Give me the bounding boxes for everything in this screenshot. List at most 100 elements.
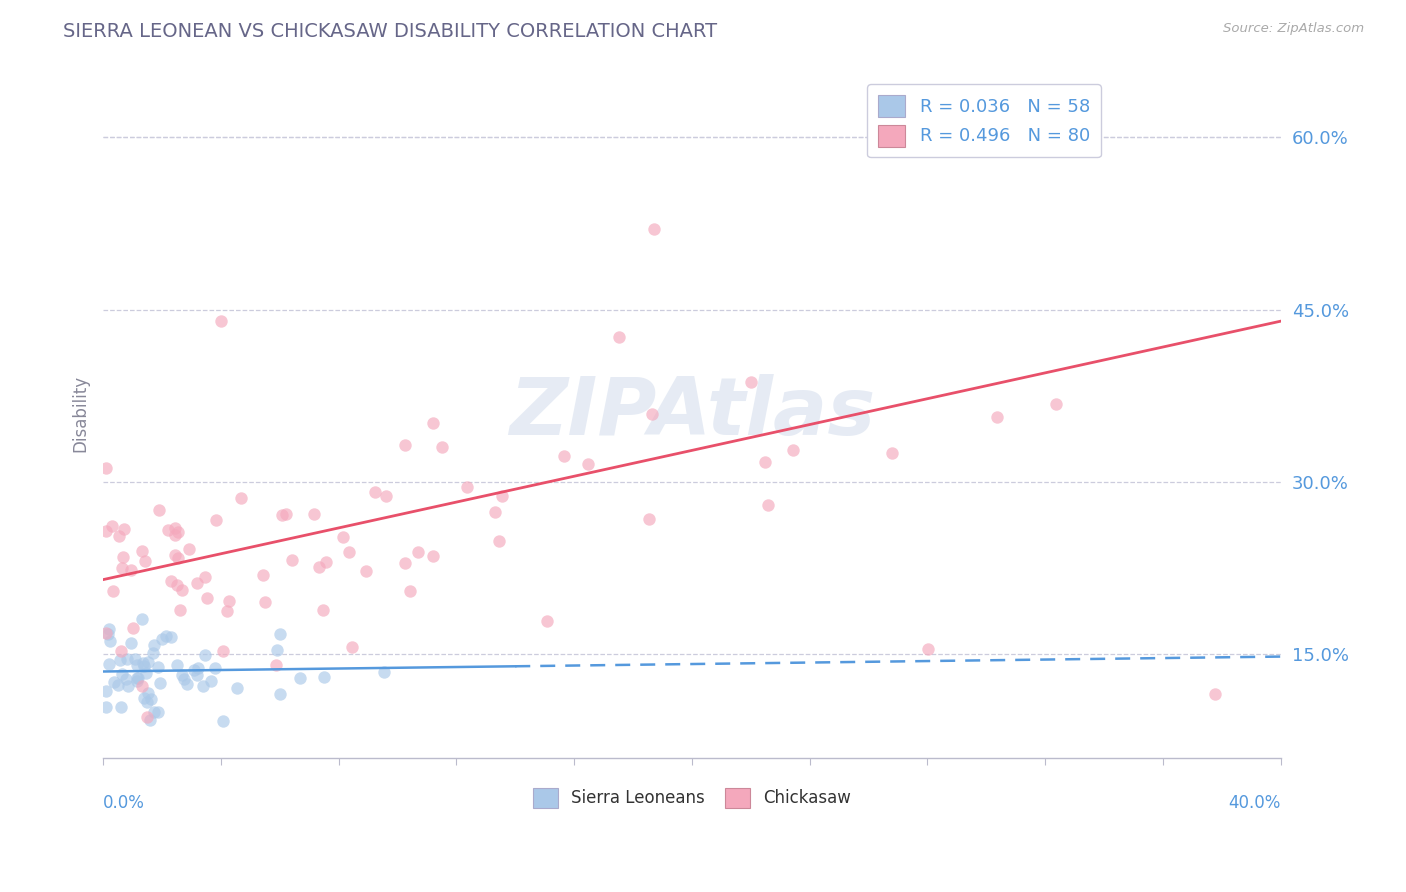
Point [117, 679, 139, 693]
Legend: Sierra Leoneans, Chickasaw: Sierra Leoneans, Chickasaw [526, 781, 858, 814]
Point [112, 549, 135, 564]
Point [312, 670, 335, 684]
Point [120, 636, 142, 650]
Point [191, 679, 214, 693]
Point [138, 685, 160, 699]
Point [135, 709, 157, 723]
Point [127, 672, 149, 686]
Point [169, 603, 191, 617]
Point [167, 524, 190, 539]
Point [170, 583, 193, 598]
Point [101, 583, 124, 598]
Point [432, 440, 454, 454]
Point [149, 676, 172, 690]
Point [146, 705, 169, 719]
Point [252, 568, 274, 582]
Point [1045, 397, 1067, 411]
Point [150, 632, 173, 646]
Text: SIERRA LEONEAN VS CHICKASAW DISABILITY CORRELATION CHART: SIERRA LEONEAN VS CHICKASAW DISABILITY C… [63, 22, 717, 41]
Point [782, 443, 804, 458]
Point [177, 542, 200, 557]
Point [194, 570, 217, 584]
Point [94, 626, 117, 640]
Point [226, 681, 249, 695]
Point [186, 575, 208, 590]
Point [186, 668, 208, 682]
Point [115, 652, 138, 666]
Point [131, 657, 153, 671]
Point [194, 648, 217, 663]
Point [143, 638, 166, 652]
Y-axis label: Disability: Disability [72, 375, 89, 451]
Point [107, 678, 129, 692]
Point [120, 563, 142, 577]
Point [108, 529, 131, 543]
Point [127, 658, 149, 673]
Point [98, 622, 121, 636]
Point [135, 666, 157, 681]
Point [122, 621, 145, 635]
Point [215, 604, 238, 618]
Text: Source: ZipAtlas.com: Source: ZipAtlas.com [1223, 22, 1364, 36]
Point [110, 643, 132, 657]
Point [484, 505, 506, 519]
Point [173, 673, 195, 687]
Point [754, 455, 776, 469]
Point [195, 591, 218, 606]
Point [488, 533, 510, 548]
Point [332, 530, 354, 544]
Point [315, 555, 337, 569]
Point [491, 489, 513, 503]
Point [266, 642, 288, 657]
Point [146, 660, 169, 674]
Point [917, 641, 939, 656]
Point [536, 614, 558, 628]
Point [159, 630, 181, 644]
Point [163, 549, 186, 563]
Point [112, 523, 135, 537]
Point [124, 652, 146, 666]
Point [576, 457, 599, 471]
Point [166, 578, 188, 592]
Point [134, 554, 156, 568]
Point [166, 551, 188, 566]
Point [94, 524, 117, 538]
Point [160, 574, 183, 589]
Point [166, 657, 188, 672]
Point [111, 560, 134, 574]
Point [200, 674, 222, 689]
Point [356, 564, 378, 578]
Point [111, 666, 134, 681]
Point [553, 449, 575, 463]
Point [103, 675, 125, 690]
Point [136, 655, 159, 669]
Point [155, 629, 177, 643]
Point [131, 544, 153, 558]
Point [986, 409, 1008, 424]
Point [880, 446, 903, 460]
Point [127, 671, 149, 685]
Point [422, 549, 444, 563]
Point [637, 512, 659, 526]
Point [108, 653, 131, 667]
Point [280, 553, 302, 567]
Point [756, 498, 779, 512]
Point [163, 528, 186, 542]
Point [94, 699, 117, 714]
Point [308, 560, 330, 574]
Point [212, 643, 235, 657]
Point [205, 513, 228, 527]
Point [131, 679, 153, 693]
Point [115, 672, 138, 686]
Point [100, 519, 122, 533]
Point [218, 593, 240, 607]
Point [209, 314, 232, 328]
Point [406, 545, 429, 559]
Point [170, 668, 193, 682]
Point [97, 657, 120, 672]
Point [456, 480, 478, 494]
Point [254, 595, 277, 609]
Point [94, 684, 117, 698]
Point [139, 691, 162, 706]
Point [302, 507, 325, 521]
